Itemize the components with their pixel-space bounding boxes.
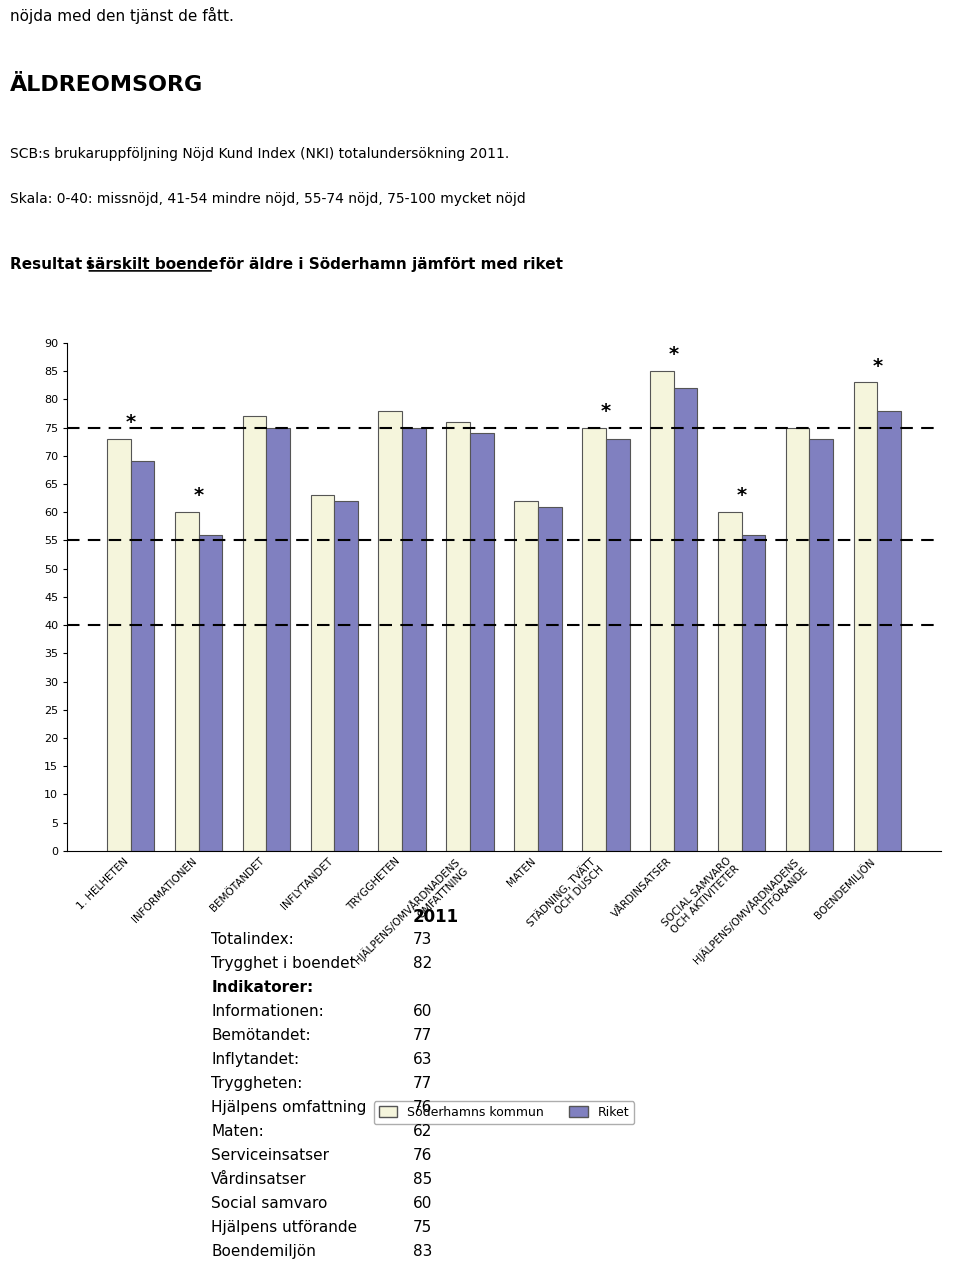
Text: nöjda med den tjänst de fått.: nöjda med den tjänst de fått.	[10, 6, 233, 24]
Text: 63: 63	[413, 1052, 432, 1067]
Text: 62: 62	[413, 1124, 432, 1139]
Text: *: *	[736, 486, 747, 505]
Text: *: *	[126, 413, 135, 432]
Text: Vårdinsatser: Vårdinsatser	[211, 1172, 307, 1187]
Text: 83: 83	[413, 1245, 432, 1259]
Text: Serviceinsatser: Serviceinsatser	[211, 1148, 329, 1163]
Text: 75: 75	[413, 1220, 432, 1236]
Text: 77: 77	[413, 1076, 432, 1091]
Bar	[131, 461, 155, 851]
Bar	[877, 410, 901, 851]
Bar	[809, 439, 833, 851]
Bar	[538, 507, 562, 851]
Text: 77: 77	[413, 1029, 432, 1043]
Text: Hjälpens omfattning: Hjälpens omfattning	[211, 1100, 367, 1115]
Text: 60: 60	[413, 1196, 432, 1212]
Text: 2011: 2011	[413, 908, 459, 926]
Bar	[515, 500, 538, 851]
Bar	[785, 428, 809, 851]
Text: 82: 82	[413, 956, 432, 972]
Text: *: *	[873, 357, 882, 376]
Text: Bemötandet:: Bemötandet:	[211, 1029, 311, 1043]
Text: Social samvaro: Social samvaro	[211, 1196, 327, 1212]
Text: Inflytandet:: Inflytandet:	[211, 1052, 300, 1067]
Bar	[107, 439, 131, 851]
Bar	[674, 389, 698, 851]
Text: Informationen:: Informationen:	[211, 1005, 324, 1019]
Text: särskilt boende: särskilt boende	[86, 257, 219, 272]
Text: Tryggheten:: Tryggheten:	[211, 1076, 302, 1091]
Text: Boendemiljön: Boendemiljön	[211, 1245, 316, 1259]
Text: för äldre i Söderhamn jämfört med riket: för äldre i Söderhamn jämfört med riket	[214, 257, 564, 272]
Text: SCB:s brukaruppföljning Nöjd Kund Index (NKI) totalundersökning 2011.: SCB:s brukaruppföljning Nöjd Kund Index …	[10, 147, 509, 161]
Bar	[334, 500, 358, 851]
Bar	[310, 495, 334, 851]
Bar	[267, 428, 290, 851]
Text: 60: 60	[413, 1005, 432, 1019]
Bar	[446, 422, 470, 851]
Text: *: *	[668, 345, 679, 364]
Bar	[243, 417, 267, 851]
Bar	[606, 439, 630, 851]
Text: Totalindex:: Totalindex:	[211, 932, 294, 947]
Text: Maten:: Maten:	[211, 1124, 264, 1139]
Text: Hjälpens utförande: Hjälpens utförande	[211, 1220, 357, 1236]
Text: 73: 73	[413, 932, 432, 947]
Bar	[718, 512, 741, 851]
Bar	[650, 371, 674, 851]
Text: Trygghet i boendet: Trygghet i boendet	[211, 956, 356, 972]
Text: ÄLDREOMSORG: ÄLDREOMSORG	[10, 75, 203, 95]
Bar	[582, 428, 606, 851]
Legend: Söderhamns kommun, Riket: Söderhamns kommun, Riket	[373, 1101, 635, 1124]
Bar	[853, 382, 877, 851]
Bar	[470, 433, 493, 851]
Text: *: *	[601, 401, 611, 420]
Text: 76: 76	[413, 1100, 432, 1115]
Text: *: *	[194, 486, 204, 505]
Bar	[402, 428, 426, 851]
Text: Resultat i: Resultat i	[10, 257, 98, 272]
Bar	[199, 535, 223, 851]
Bar	[378, 410, 402, 851]
Bar	[741, 535, 765, 851]
Text: Skala: 0-40: missnöjd, 41-54 mindre nöjd, 55-74 nöjd, 75-100 mycket nöjd: Skala: 0-40: missnöjd, 41-54 mindre nöjd…	[10, 192, 525, 206]
Text: Indikatorer:: Indikatorer:	[211, 980, 314, 996]
Bar	[175, 512, 199, 851]
Text: 76: 76	[413, 1148, 432, 1163]
Text: 85: 85	[413, 1172, 432, 1187]
